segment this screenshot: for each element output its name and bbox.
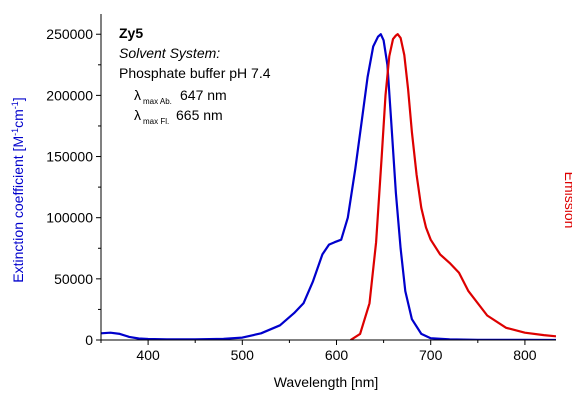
abs-max-value: 647 nm xyxy=(180,87,227,103)
y-tick-label: 250000 xyxy=(46,26,93,42)
x-tick-label: 600 xyxy=(325,347,349,363)
x-tick-label: 800 xyxy=(513,347,537,363)
y-tick-label: 50000 xyxy=(54,271,93,287)
y-tick-label: 200000 xyxy=(46,87,93,103)
y2-axis-label: Emission xyxy=(562,172,572,229)
x-axis-label: Wavelength [nm] xyxy=(274,374,379,390)
axes-layer: 400 500 600 700 800 0 50000 100000 150000 200000 2… xyxy=(46,14,556,363)
emission-line xyxy=(350,33,556,340)
y-tick-label: 100000 xyxy=(46,210,93,226)
x-tick-label: 400 xyxy=(136,347,160,363)
annotation-solvent: Phosphate buffer pH 7.4 xyxy=(119,65,271,81)
x-tick-label: 500 xyxy=(231,347,255,363)
fl-max-value: 665 nm xyxy=(176,107,223,123)
annotation-solvent-label: Solvent System: xyxy=(119,45,220,61)
y-tick-label: 150000 xyxy=(46,149,93,165)
fl-lambda-symbol: λ xyxy=(134,107,141,123)
fl-subscript: max Fl. xyxy=(143,117,169,126)
y-axis-label: Extinction coefficient [M-1cm-1] xyxy=(10,97,26,282)
abs-lambda-symbol: λ xyxy=(134,87,141,103)
plot-layer xyxy=(101,33,556,340)
y-tick-label: 0 xyxy=(85,332,93,348)
annotation-title: Zy5 xyxy=(119,25,143,41)
annotation-abs-max: λ max Ab. 647 nm xyxy=(134,87,227,106)
absorption-line xyxy=(101,33,556,340)
abs-subscript: max Ab. xyxy=(143,97,172,106)
x-tick-label: 700 xyxy=(419,347,443,363)
annotation-fl-max: λ max Fl. 665 nm xyxy=(134,107,223,126)
